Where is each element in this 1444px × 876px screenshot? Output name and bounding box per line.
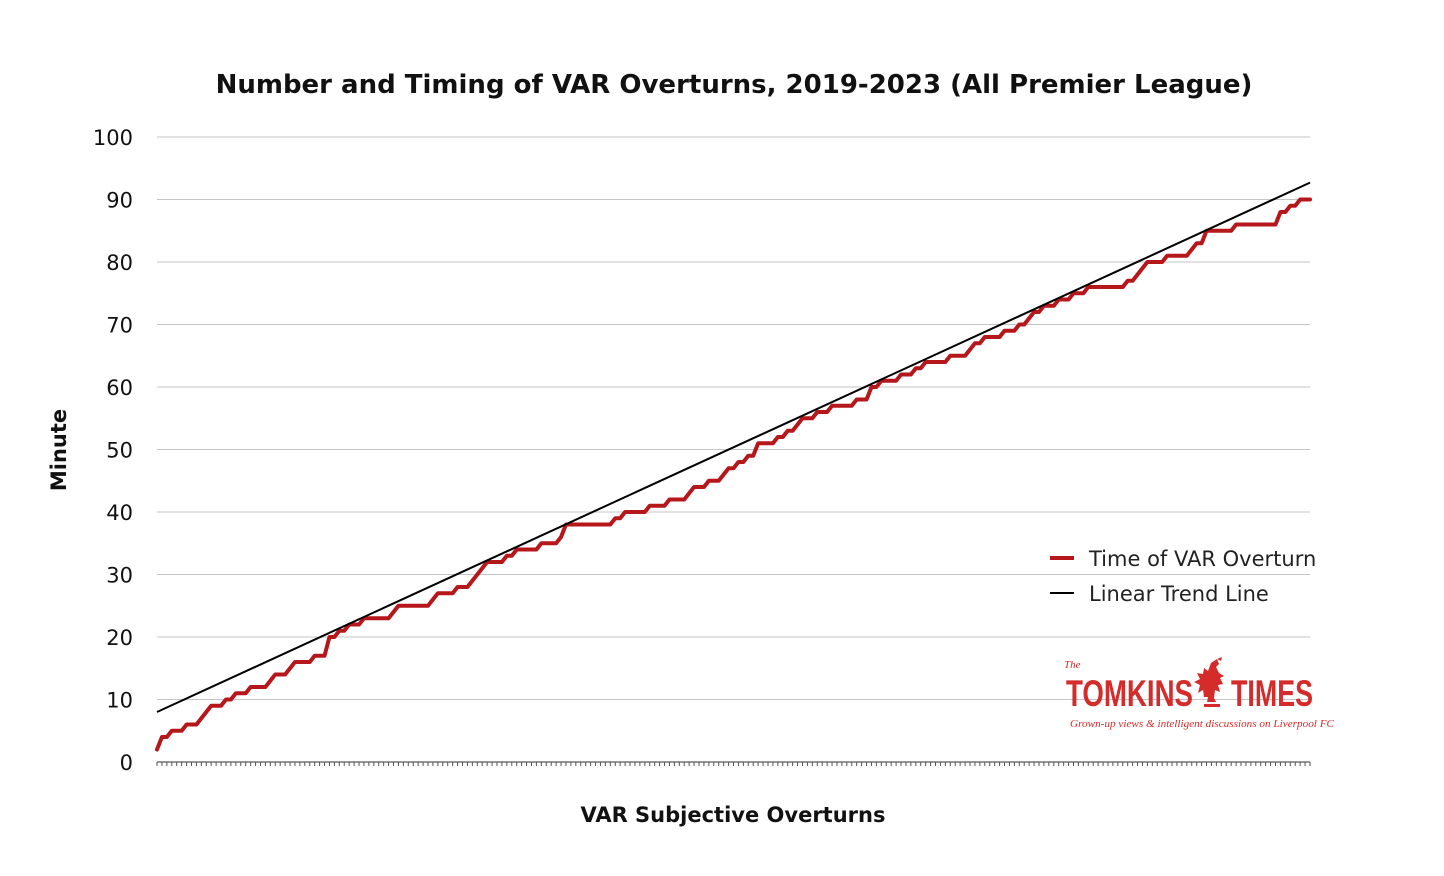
y-tick-label: 90 — [106, 189, 133, 213]
legend-label-overturn: Time of VAR Overturn — [1088, 547, 1316, 571]
y-tick-label: 0 — [120, 751, 133, 775]
y-axis-title: Minute — [47, 409, 71, 491]
x-axis-title: VAR Subjective Overturns — [581, 803, 886, 827]
logo-the-text: The — [1064, 659, 1081, 671]
y-tick-label: 80 — [106, 251, 133, 275]
series-line-linear-trend — [156, 181, 1311, 713]
logo-brand-left: TOMKINS — [1066, 673, 1193, 714]
y-tick-label: 70 — [106, 314, 133, 338]
logo-tagline: Grown-up views & intelligent discussions… — [1070, 718, 1335, 730]
x-axis — [156, 761, 1311, 766]
series-line-time-of-var-overturn — [155, 197, 1312, 752]
y-tick-label: 100 — [93, 126, 133, 150]
y-tick-label: 30 — [106, 564, 133, 588]
logo-brand-right: TIMES — [1231, 673, 1313, 714]
liver-bird-icon — [1194, 657, 1224, 707]
y-tick-label: 10 — [106, 689, 133, 713]
y-axis-ticks: 0 10 20 30 40 50 60 70 80 90 100 — [93, 126, 133, 775]
legend: Time of VAR Overturn Linear Trend Line — [1050, 547, 1316, 606]
y-tick-label: 40 — [106, 501, 133, 525]
y-tick-label: 60 — [106, 376, 133, 400]
tomkins-times-logo: The TOMKINS TIMES Grown-up views & intel… — [1064, 657, 1335, 730]
legend-label-trend: Linear Trend Line — [1089, 582, 1269, 606]
chart-title: Number and Timing of VAR Overturns, 2019… — [216, 70, 1253, 100]
series-layer — [155, 181, 1312, 752]
gridlines — [157, 136, 1310, 700]
y-tick-label: 20 — [106, 626, 133, 650]
y-tick-label: 50 — [106, 439, 133, 463]
